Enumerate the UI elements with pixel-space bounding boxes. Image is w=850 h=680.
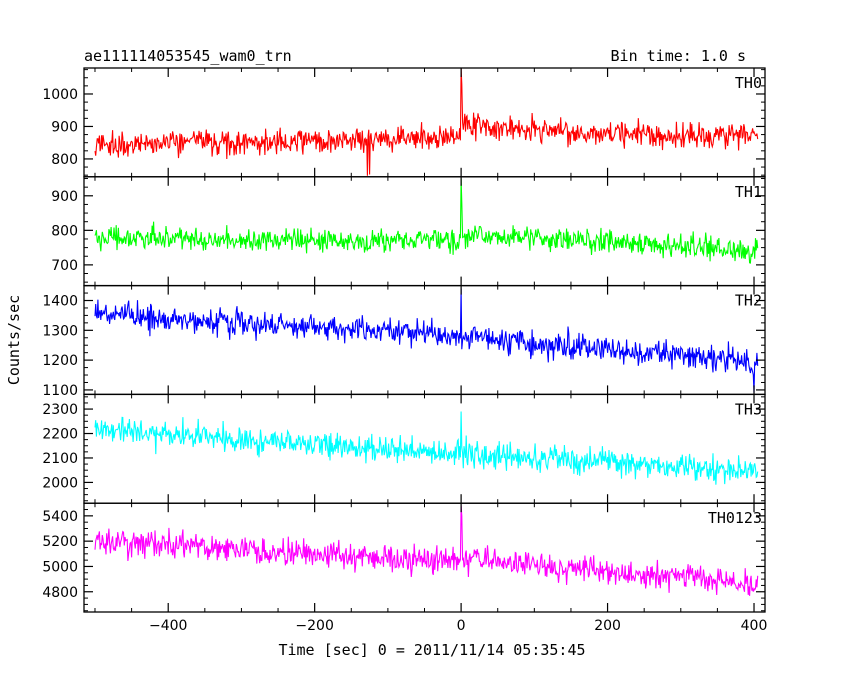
panel-frame <box>83 176 766 287</box>
x-tick-label: −200 <box>295 618 333 634</box>
x-axis: −400 −200 0 200 400 <box>149 618 767 634</box>
y-tick-label: 800 <box>51 223 78 239</box>
series-line-th3 <box>94 411 759 485</box>
panel-frame <box>83 67 766 178</box>
x-tick-label: 400 <box>741 618 768 634</box>
y-tick-label: 2000 <box>42 475 78 491</box>
x-axis-label: Time [sec] 0 = 2011/11/14 05:35:45 <box>278 641 585 659</box>
chart-subtitle: Bin time: 1.0 s <box>611 47 746 65</box>
y-tick-label: 5400 <box>42 509 78 525</box>
y-tick-label: 900 <box>51 189 78 205</box>
y-tick-label: 5200 <box>42 534 78 550</box>
panels-group: 800 900 1000 TH0 700 800 900 TH1 1100 1200 1300 140… <box>42 67 766 613</box>
panel-label-th0: TH0 <box>735 74 762 92</box>
y-tick-label: 700 <box>51 258 78 274</box>
panel-th0123: 4800 5000 5200 5400 TH0123 <box>42 502 766 613</box>
y-tick-label: 1300 <box>42 323 78 339</box>
y-tick-label: 5000 <box>42 559 78 575</box>
y-tick-label: 1100 <box>42 383 78 399</box>
y-tick-label: 1400 <box>42 294 78 310</box>
panel-th2: 1100 1200 1300 1400 TH2 <box>42 284 766 399</box>
y-tick-label: 4800 <box>42 585 78 601</box>
series-line-th0123 <box>94 505 759 596</box>
y-tick-label: 2100 <box>42 451 78 467</box>
panel-label-th0123: TH0123 <box>708 509 762 527</box>
chart-title: ae111114053545_wam0_trn <box>84 47 292 65</box>
y-tick-label: 2200 <box>42 427 78 443</box>
series-line-th2 <box>94 288 759 393</box>
panel-th1: 700 800 900 TH1 <box>51 176 766 287</box>
y-axis-label: Counts/sec <box>5 295 23 385</box>
panel-label-th3: TH3 <box>735 400 762 418</box>
x-tick-label: −400 <box>149 618 187 634</box>
y-tick-label: 900 <box>51 119 78 135</box>
series-line-th1 <box>94 178 759 264</box>
series-line-th0 <box>94 68 759 176</box>
panel-th0: 800 900 1000 TH0 <box>42 67 766 178</box>
y-tick-label: 1000 <box>42 87 78 103</box>
y-tick-label: 800 <box>51 152 78 168</box>
panel-label-th1: TH1 <box>735 183 762 201</box>
y-tick-label: 2300 <box>42 402 78 418</box>
panel-label-th2: TH2 <box>735 292 762 310</box>
panel-th3: 2000 2100 2200 2300 TH3 <box>42 393 766 504</box>
x-tick-label: 200 <box>594 618 621 634</box>
y-tick-label: 1200 <box>42 353 78 369</box>
x-tick-label: 0 <box>457 618 466 634</box>
